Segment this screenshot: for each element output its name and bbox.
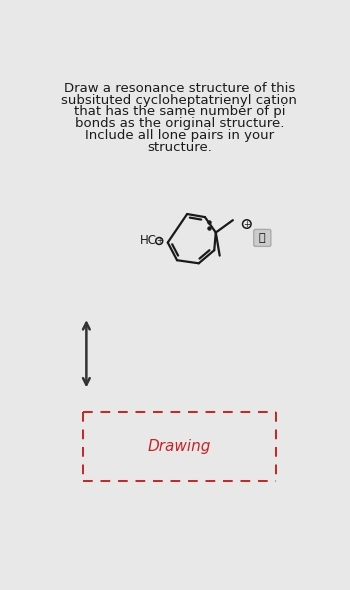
Text: subsituted cycloheptatrienyl cation: subsituted cycloheptatrienyl cation (62, 93, 297, 107)
Text: +: + (156, 237, 162, 245)
Text: Drawing: Drawing (148, 439, 211, 454)
Text: that has the same number of pi: that has the same number of pi (74, 106, 285, 119)
FancyBboxPatch shape (254, 230, 271, 247)
Text: +: + (243, 219, 250, 228)
Text: structure.: structure. (147, 141, 212, 154)
Text: Include all lone pairs in your: Include all lone pairs in your (85, 129, 274, 142)
Text: bonds as the original structure.: bonds as the original structure. (75, 117, 284, 130)
Text: Draw a resonance structure of this: Draw a resonance structure of this (64, 81, 295, 94)
Text: HC: HC (140, 234, 157, 247)
Text: 🔍: 🔍 (259, 233, 266, 243)
